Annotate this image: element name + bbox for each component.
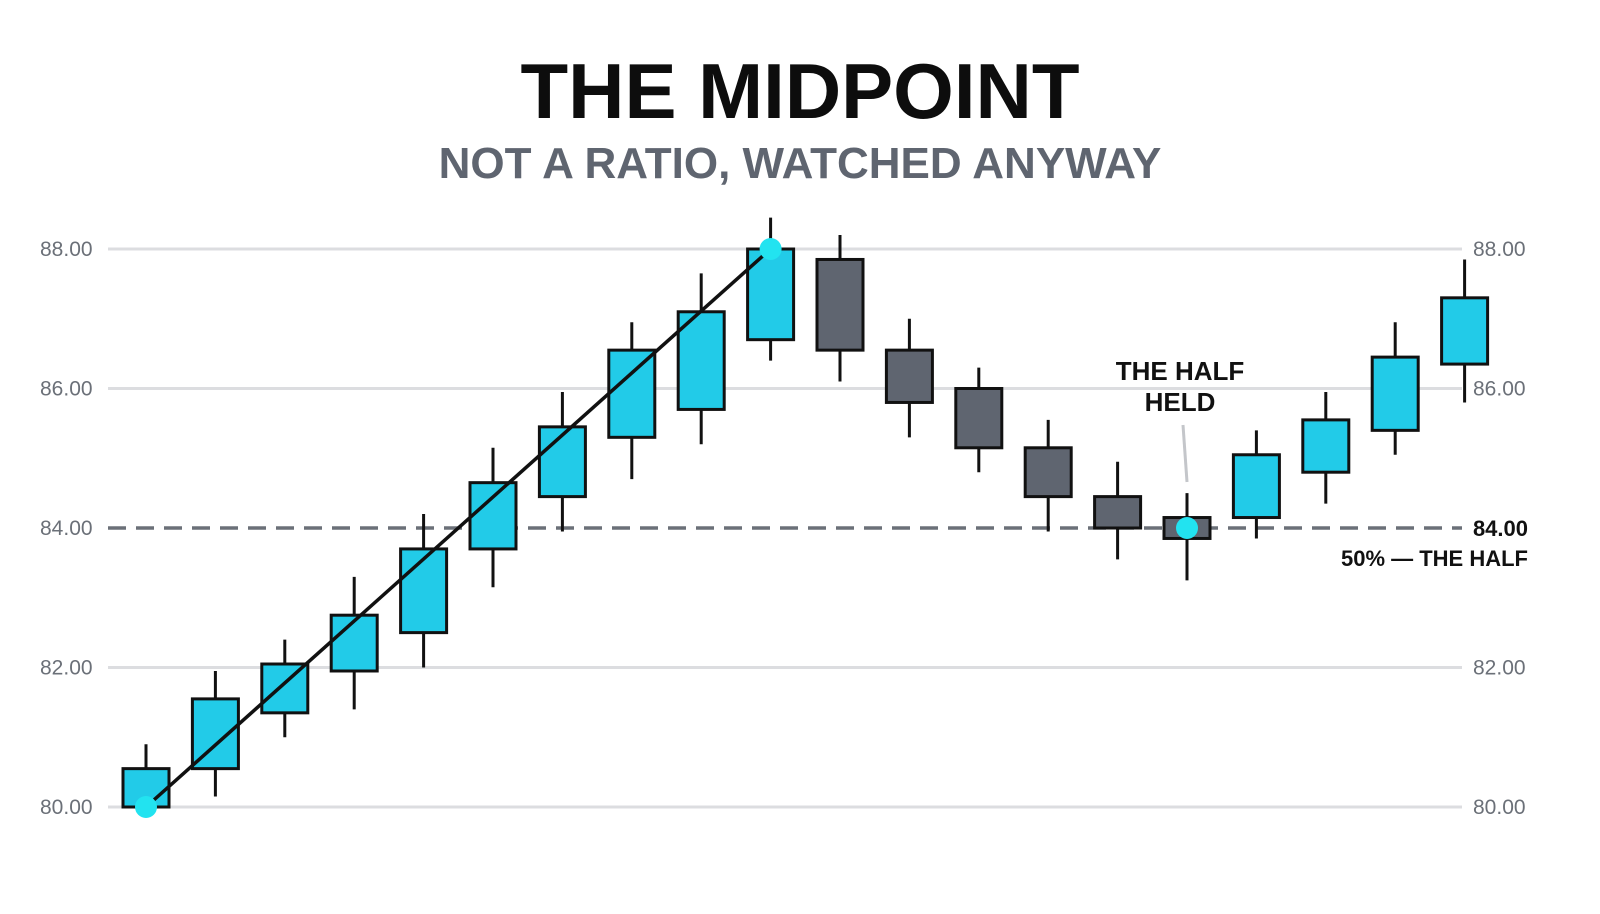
candle-body-4 [399,547,449,635]
chart-subtitle: NOT A RATIO, WATCHED ANYWAY [438,139,1162,188]
candle-body-5 [468,481,518,551]
candle-body-14 [1093,495,1143,530]
marker-dot-0 [135,796,157,818]
marker-dot-2 [1176,517,1198,539]
candle-body-12 [954,387,1004,450]
labels-layer: 80.00 80.00 82.00 82.00 84.00 86.00 86.00 88.00… [40,238,1528,819]
y-tick-left-82: 82.00 [40,657,93,680]
midpoint-label: 50% — THE HALF [1341,546,1528,571]
candle-body-6 [537,425,587,499]
candle-body-8 [676,310,726,411]
swing-line [144,247,772,809]
y-tick-left-86: 86.00 [40,378,93,401]
annotation-text: THE HALF HELD [1116,356,1245,417]
midpoint-value-label: 84.00 [1473,516,1528,541]
y-tick-right-80: 80.00 [1473,796,1526,819]
annotation-line-0: THE HALF [1116,356,1245,386]
candle-body-17 [1301,418,1351,474]
candle-body-10 [815,257,865,352]
y-tick-right-82: 82.00 [1473,657,1526,680]
y-tick-left-88: 88.00 [40,238,93,261]
candle-body-13 [1023,446,1073,499]
candle-body-19 [1440,296,1490,366]
candles-layer [121,217,1490,814]
y-tick-right-88: 88.00 [1473,238,1526,261]
candle-body-16 [1231,453,1281,520]
candle-body-18 [1370,355,1420,432]
candle-body-2 [260,662,310,715]
swing-layer [144,247,772,809]
annotation-line-1: HELD [1145,387,1216,417]
markers-layer [135,238,1198,818]
candle-body-7 [607,348,657,439]
candle-body-11 [884,348,934,404]
y-tick-right-86: 86.00 [1473,378,1526,401]
y-tick-left-80: 80.00 [40,796,93,819]
candle-body-3 [329,613,379,673]
annotation-leader [1181,424,1189,483]
chart-title: THE MIDPOINT [520,47,1080,135]
y-tick-left-84: 84.00 [40,517,93,540]
marker-dot-1 [759,238,782,260]
